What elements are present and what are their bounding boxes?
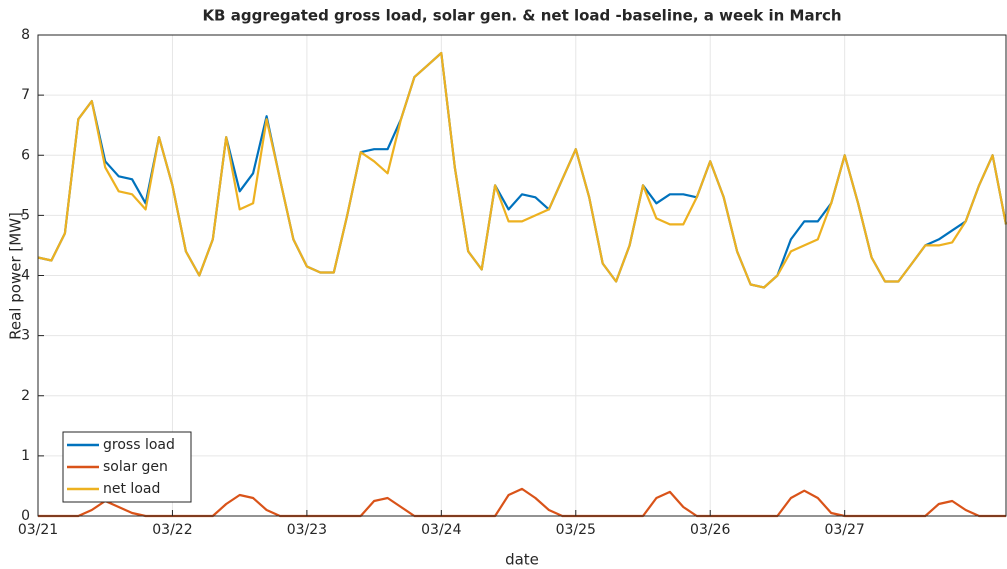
y-tick-label: 7 [21, 87, 30, 103]
y-tick-label: 0 [21, 508, 30, 524]
y-axis-label: Real power [MW] [7, 212, 25, 340]
legend-label: gross load [103, 437, 175, 453]
legend-label: net load [103, 481, 160, 497]
series-line [37, 51, 1007, 289]
x-axis-label: date [505, 551, 539, 569]
y-tick-label: 6 [21, 147, 30, 163]
y-tick-label: 4 [21, 268, 30, 284]
y-tick-label: 8 [21, 27, 30, 43]
x-tick-label: 03/25 [556, 522, 596, 538]
y-tick-label: 3 [21, 328, 30, 344]
x-tick-label: 03/21 [18, 522, 58, 538]
series-line [37, 51, 1007, 289]
y-tick-label: 2 [21, 388, 30, 404]
y-tick-label: 5 [21, 207, 30, 223]
chart-title: KB aggregated gross load, solar gen. & n… [202, 7, 841, 25]
x-tick-label: 03/24 [421, 522, 461, 538]
x-tick-label: 03/22 [152, 522, 192, 538]
y-tick-label: 1 [21, 448, 30, 464]
legend: gross load solar gen net load [62, 431, 192, 503]
x-tick-label: 03/23 [287, 522, 327, 538]
x-tick-label: 03/26 [690, 522, 730, 538]
legend-label: solar gen [103, 459, 168, 475]
x-tick-label: 03/27 [824, 522, 864, 538]
